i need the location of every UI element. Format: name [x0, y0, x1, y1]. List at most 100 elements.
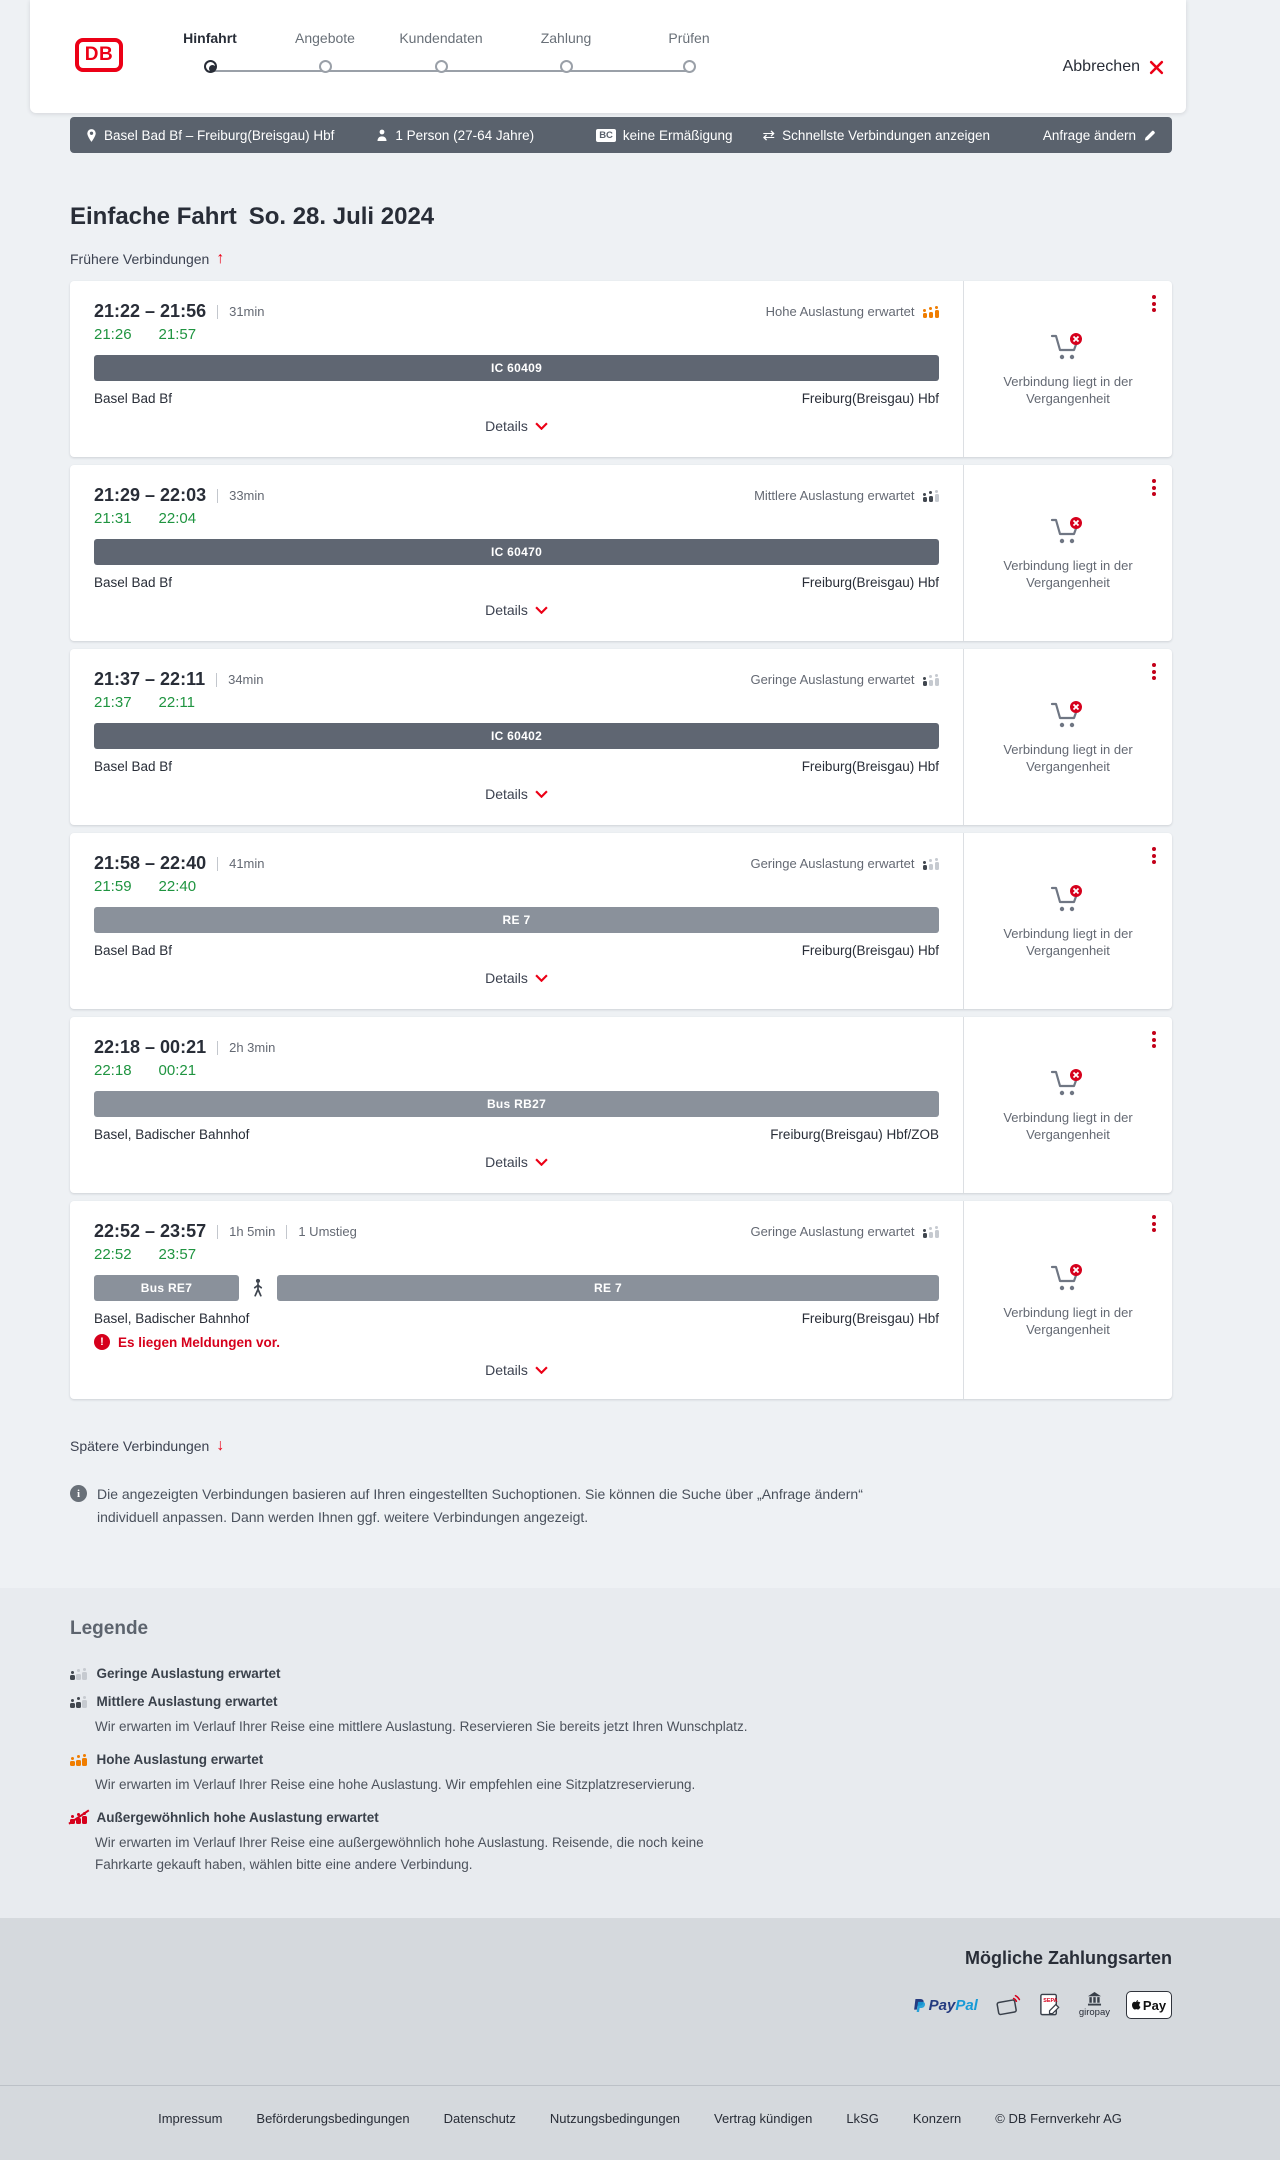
step-angebote[interactable]: Angebote	[265, 30, 385, 73]
details-button[interactable]: Details	[485, 418, 548, 434]
divider	[286, 1224, 288, 1239]
footer-link-impressum[interactable]: Impressum	[158, 2111, 223, 2126]
realtime-depart: 22:52	[94, 1246, 132, 1263]
db-logo-text: DB	[84, 44, 114, 65]
occupancy-label: Geringe Auslastung erwartet	[750, 856, 915, 871]
step-dot-icon	[434, 60, 448, 73]
cancel-label: Abbrechen	[1062, 58, 1140, 75]
step-kundendaten[interactable]: Kundendaten	[381, 30, 501, 73]
time-range: 21:58 – 22:40	[94, 853, 207, 873]
footer-link-vertrag-kuendigen[interactable]: Vertrag kündigen	[714, 2111, 813, 2126]
footer-link-konzern[interactable]: Konzern	[912, 2111, 962, 2126]
cancel-button[interactable]: Abbrechen	[1063, 58, 1164, 76]
more-options-icon[interactable]	[1150, 1213, 1158, 1234]
footer-link-nutzungsbedingungen[interactable]: Nutzungsbedingungen	[549, 2111, 681, 2126]
bahncard-icon: BC	[596, 128, 616, 142]
connection-details: 21:37 – 22:11 34min Geringe Auslastung e…	[70, 649, 963, 825]
discount-summary: BC keine Ermäßigung	[596, 128, 732, 143]
past-connection-notice: Verbindung liegt in der Vergangenheit	[1003, 374, 1133, 406]
train-segment: IC 60402	[94, 723, 939, 749]
time-range: 22:18 – 00:21	[94, 1037, 207, 1057]
giropay-icon: giropay	[1079, 1992, 1110, 2018]
details-button[interactable]: Details	[485, 970, 548, 986]
footer-link-lksg[interactable]: LkSG	[846, 2111, 879, 2126]
cart-unavailable-icon	[1050, 517, 1082, 544]
stepper-track	[210, 70, 689, 72]
step-label: Zahlung	[540, 30, 592, 46]
trip-date: So. 28. Juli 2024	[248, 203, 435, 230]
legend-section: Legende Geringe Auslastung erwartet Mitt…	[0, 1588, 1280, 1918]
trip-type: Einfache Fahrt	[70, 203, 237, 230]
occupancy-low-icon	[70, 1667, 87, 1680]
destination-station: Freiburg(Breisgau) Hbf/ZOB	[770, 1127, 939, 1142]
realtime-arrive: 22:40	[158, 878, 197, 895]
origin-station: Basel Bad Bf	[94, 575, 173, 590]
duration: 34min	[228, 672, 264, 687]
chevron-down-icon	[535, 790, 548, 798]
pencil-icon	[1144, 130, 1155, 140]
more-options-icon[interactable]	[1150, 293, 1158, 314]
more-options-icon[interactable]	[1150, 477, 1158, 498]
connection-card: 22:52 – 23:57 1h 5min 1 Umstieg Geringe …	[70, 1201, 1172, 1399]
close-icon	[1149, 60, 1164, 74]
train-segment: IC 60409	[94, 355, 939, 381]
chevron-down-icon	[535, 606, 548, 614]
arrow-down-icon: ↓	[216, 1437, 225, 1454]
step-dot-active-icon	[203, 60, 217, 73]
payment-methods: Mögliche Zahlungsarten Pay Pal SEPA	[913, 1948, 1172, 2019]
cart-unavailable-icon	[1050, 1069, 1082, 1096]
past-connection-notice: Verbindung liegt in der Vergangenheit	[1003, 1305, 1133, 1337]
later-connections-link[interactable]: Spätere Verbindungen ↓	[70, 1437, 224, 1455]
step-hinfahrt[interactable]: Hinfahrt	[150, 30, 270, 73]
step-dot-icon	[318, 60, 332, 73]
footer-link-datenschutz[interactable]: Datenschutz	[443, 2111, 516, 2126]
connection-details: 22:52 – 23:57 1h 5min 1 Umstieg Geringe …	[70, 1201, 963, 1399]
alert-text: Es liegen Meldungen vor.	[118, 1334, 281, 1350]
details-button[interactable]: Details	[485, 602, 548, 618]
details-button[interactable]: Details	[485, 1362, 548, 1378]
occupancy-exceptional-icon	[70, 1811, 87, 1824]
step-zahlung[interactable]: Zahlung	[506, 30, 626, 73]
past-connection-notice: Verbindung liegt in der Vergangenheit	[1003, 926, 1133, 958]
details-button[interactable]: Details	[485, 1154, 548, 1170]
earlier-connections-link[interactable]: Frühere Verbindungen ↑	[70, 250, 224, 268]
legend-item: Mittlere Auslastung erwartet	[70, 1694, 1210, 1709]
realtime-arrive: 00:21	[158, 1062, 197, 1079]
footer-link-befoerderungsbedingungen[interactable]: Beförderungsbedingungen	[256, 2111, 410, 2126]
booking-panel: Verbindung liegt in der Vergangenheit	[963, 649, 1172, 825]
connection-list: 21:22 – 21:56 31min Hohe Auslastung erwa…	[70, 281, 1172, 1399]
legend-description: Wir erwarten im Verlauf Ihrer Reise eine…	[95, 1777, 696, 1792]
step-label: Angebote	[295, 30, 355, 46]
occupancy-label: Hohe Auslastung erwartet	[765, 304, 915, 319]
more-options-icon[interactable]	[1150, 661, 1158, 682]
details-label: Details	[485, 970, 528, 986]
legend-description: Wir erwarten im Verlauf Ihrer Reise eine…	[95, 1719, 748, 1734]
step-pruefen[interactable]: Prüfen	[629, 30, 749, 73]
divider	[217, 1224, 219, 1239]
connection-card: 22:18 – 00:21 2h 3min 22:18 00:21 Bus RB…	[70, 1017, 1172, 1193]
cart-unavailable-icon	[1050, 701, 1082, 728]
creditcard-icon	[994, 1992, 1022, 2018]
footer: Impressum Beförderungsbedingungen Datens…	[0, 2085, 1280, 2126]
fastest-connections-toggle[interactable]: ⇄ Schnellste Verbindungen anzeigen	[762, 128, 990, 143]
more-options-icon[interactable]	[1150, 845, 1158, 866]
change-request-button[interactable]: Anfrage ändern	[1043, 128, 1156, 143]
realtime-depart: 22:18	[94, 1062, 132, 1079]
later-label: Spätere Verbindungen	[70, 1438, 210, 1454]
realtime-arrive: 21:57	[158, 326, 197, 343]
more-options-icon[interactable]	[1150, 1029, 1158, 1050]
duration: 41min	[229, 856, 265, 871]
alert-icon: !	[94, 1334, 110, 1350]
legend-item: Hohe Auslastung erwartet	[70, 1752, 1210, 1767]
step-dot-icon	[559, 60, 573, 73]
legend-item: Außergewöhnlich hohe Auslastung erwartet	[70, 1810, 1210, 1825]
chevron-down-icon	[535, 974, 548, 982]
details-button[interactable]: Details	[485, 786, 548, 802]
legend-description: Wir erwarten im Verlauf Ihrer Reise eine…	[95, 1835, 704, 1872]
connection-card: 21:22 – 21:56 31min Hohe Auslastung erwa…	[70, 281, 1172, 457]
occupancy-label: Geringe Auslastung erwartet	[750, 672, 915, 687]
divider	[217, 1040, 219, 1055]
occupancy-indicator: Hohe Auslastung erwartet	[766, 304, 939, 319]
applepay-icon: Pay	[1126, 1991, 1172, 2019]
duration: 31min	[229, 304, 265, 319]
